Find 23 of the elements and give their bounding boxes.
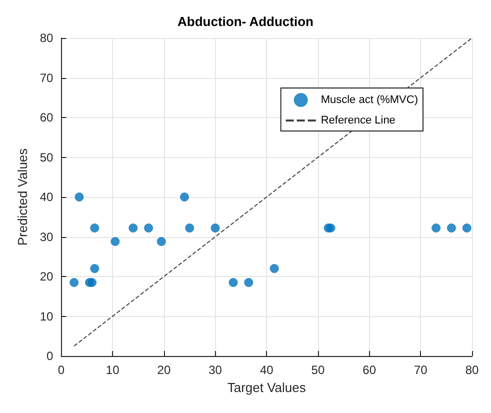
y-tick-label: 60	[40, 110, 54, 124]
x-tick-label: 30	[208, 363, 222, 377]
x-tick-label: 10	[106, 363, 120, 377]
y-axis-title: Predicted Values	[15, 148, 30, 246]
y-tick-label: 50	[40, 150, 54, 164]
legend-label: Muscle act (%MVC)	[320, 94, 418, 106]
x-tick-label: 70	[414, 363, 428, 377]
y-tick-label: 40	[40, 190, 54, 204]
y-tick-label: 80	[40, 31, 54, 45]
chart-title: Abduction- Adduction	[178, 14, 314, 29]
x-tick-label: 50	[311, 363, 325, 377]
y-tick-label: 0	[46, 349, 54, 363]
y-tick-label: 70	[40, 70, 54, 85]
x-axis-title: Target Values	[227, 380, 306, 395]
y-tick-label: 10	[40, 309, 54, 324]
legend-label: Reference Line	[320, 114, 396, 126]
x-tick-label: 60	[362, 363, 376, 377]
x-tick-label: 20	[157, 363, 171, 377]
x-tick-label: 0	[58, 363, 65, 377]
x-tick-label: 80	[465, 363, 479, 377]
y-tick-label: 30	[40, 230, 54, 244]
x-tick-label: 40	[260, 363, 274, 377]
y-tick-label: 20	[40, 270, 54, 284]
